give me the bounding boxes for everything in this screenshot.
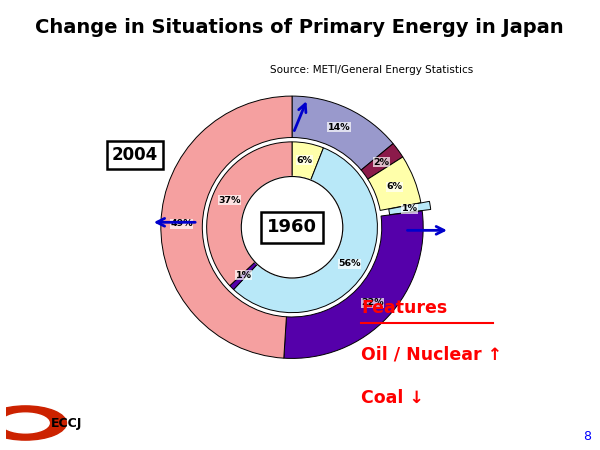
Wedge shape [368, 157, 421, 211]
Wedge shape [230, 262, 257, 289]
Text: Oil / Nuclear ↑: Oil / Nuclear ↑ [361, 346, 503, 364]
Text: 56%: 56% [338, 259, 361, 268]
Text: Features: Features [361, 299, 448, 317]
Circle shape [2, 413, 49, 433]
Text: 6%: 6% [387, 182, 403, 191]
Circle shape [241, 176, 343, 278]
Text: Change in Situations of Primary Energy in Japan: Change in Situations of Primary Energy i… [35, 18, 564, 37]
Wedge shape [292, 142, 323, 180]
Wedge shape [389, 201, 431, 215]
Text: 37%: 37% [218, 196, 241, 205]
Wedge shape [233, 148, 377, 313]
Text: 1%: 1% [401, 204, 418, 213]
Wedge shape [292, 96, 393, 170]
Wedge shape [361, 144, 403, 179]
Text: Source: METI/General Energy Statistics: Source: METI/General Energy Statistics [271, 65, 473, 75]
Wedge shape [284, 211, 423, 358]
Text: 14%: 14% [328, 123, 350, 132]
Text: 2%: 2% [373, 158, 389, 167]
Text: 6%: 6% [297, 156, 313, 165]
Text: 2004: 2004 [112, 146, 158, 164]
Text: ECCJ: ECCJ [52, 417, 83, 429]
Text: 49%: 49% [170, 219, 193, 228]
Text: 1960: 1960 [267, 218, 317, 236]
Wedge shape [161, 96, 292, 358]
Text: Coal ↓: Coal ↓ [361, 389, 424, 407]
Text: 1%: 1% [236, 271, 252, 280]
Circle shape [0, 406, 67, 440]
Text: 8: 8 [583, 430, 591, 443]
Wedge shape [206, 142, 292, 286]
Text: 22%: 22% [361, 298, 384, 307]
